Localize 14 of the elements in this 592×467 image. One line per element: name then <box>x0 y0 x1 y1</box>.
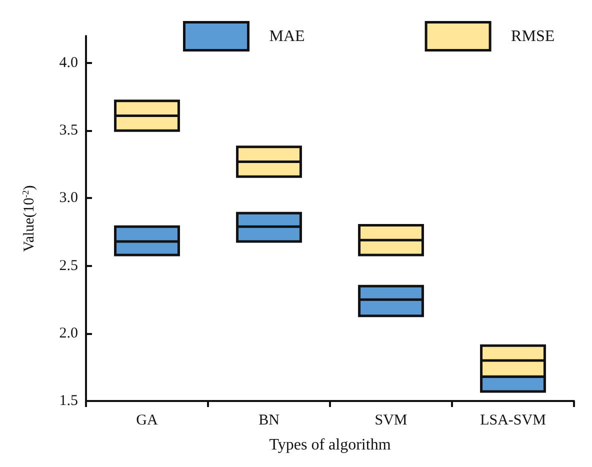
y-tick-label: 3.5 <box>59 122 78 139</box>
x-tick-label: SVM <box>374 412 408 428</box>
y-tick-label: 4.0 <box>59 55 78 72</box>
x-tick-label: LSA-SVM <box>480 412 546 428</box>
legend-label: MAE <box>269 28 305 45</box>
y-axis-title: Value(10-2) <box>20 185 38 252</box>
y-tick-label: 1.5 <box>59 393 78 409</box>
legend-label: RMSE <box>511 28 555 45</box>
x-tick-label: GA <box>136 412 158 428</box>
y-tick-label: 3.0 <box>59 190 78 206</box>
x-tick-label: BN <box>258 412 280 428</box>
y-tick-label: 2.5 <box>59 258 78 274</box>
x-axis-title: Types of algorithm <box>269 436 392 454</box>
y-tick-label: 2.0 <box>59 325 78 342</box>
